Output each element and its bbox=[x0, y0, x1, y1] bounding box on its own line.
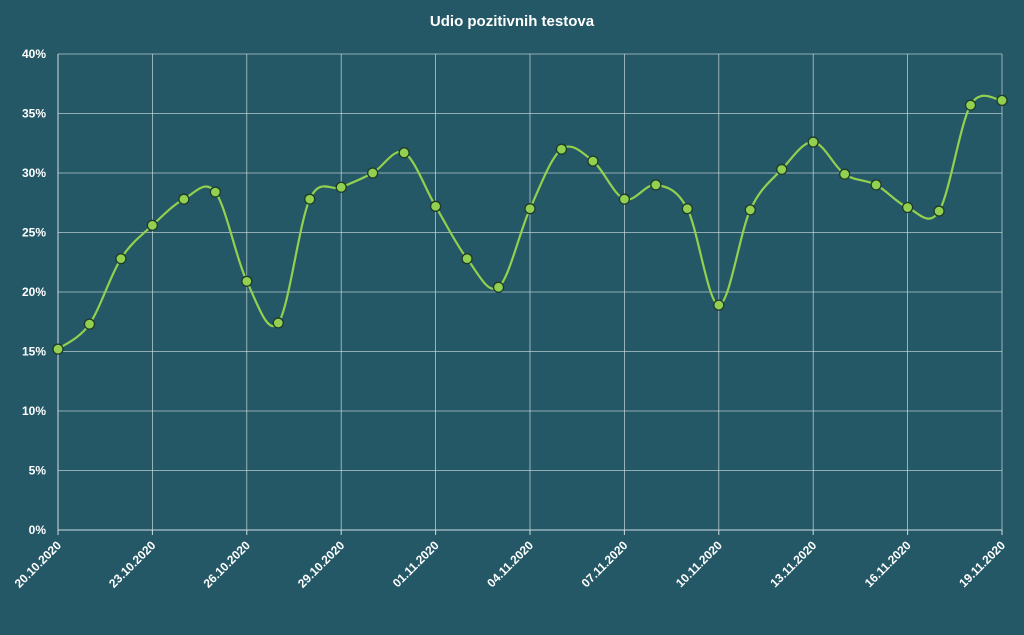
data-point bbox=[901, 201, 914, 214]
data-point bbox=[492, 281, 505, 293]
y-tick-label: 40% bbox=[22, 47, 46, 61]
y-tick-label: 10% bbox=[22, 404, 46, 418]
data-point bbox=[461, 253, 473, 265]
data-point bbox=[807, 136, 819, 148]
data-point bbox=[178, 193, 190, 205]
data-point bbox=[209, 186, 221, 198]
data-point bbox=[367, 167, 379, 179]
data-point bbox=[996, 94, 1008, 107]
x-tick-label: 20.10.2020 bbox=[12, 538, 65, 591]
y-tick-label: 35% bbox=[22, 107, 46, 121]
data-point bbox=[52, 343, 64, 355]
data-point bbox=[304, 193, 316, 205]
data-point bbox=[776, 163, 788, 176]
x-tick-label: 10.11.2020 bbox=[673, 538, 725, 590]
y-tick-label: 15% bbox=[22, 345, 46, 359]
x-tick-label: 26.10.2020 bbox=[201, 538, 254, 591]
data-point bbox=[744, 204, 756, 216]
data-point bbox=[241, 275, 253, 287]
data-point bbox=[964, 99, 977, 111]
data-point bbox=[713, 299, 725, 311]
data-point bbox=[650, 179, 662, 191]
y-tick-label: 30% bbox=[22, 166, 46, 180]
data-point bbox=[115, 253, 127, 265]
axes: 0% 5% 10% 15% 20% 25% 30% 35% 40% 20.10.2020 23.10… bbox=[12, 47, 1009, 591]
data-point bbox=[681, 203, 693, 215]
x-tick-label: 07.11.2020 bbox=[579, 538, 631, 590]
data-point bbox=[524, 203, 536, 215]
x-tick-label: 01.11.2020 bbox=[390, 538, 442, 590]
data-point bbox=[146, 219, 159, 232]
data-point bbox=[618, 193, 631, 205]
x-tick-label: 19.11.2020 bbox=[956, 538, 1008, 590]
x-tick-label: 04.11.2020 bbox=[484, 538, 536, 590]
data-point bbox=[335, 181, 347, 193]
data-point bbox=[272, 317, 284, 329]
x-tick-label: 23.10.2020 bbox=[106, 538, 159, 591]
data-point bbox=[398, 147, 410, 159]
data-point bbox=[83, 318, 96, 330]
y-tick-label: 0% bbox=[29, 523, 47, 537]
x-tick-label: 29.10.2020 bbox=[295, 538, 348, 591]
grid bbox=[57, 53, 1003, 531]
data-point bbox=[587, 155, 599, 167]
y-tick-label: 25% bbox=[22, 226, 46, 240]
data-point bbox=[555, 143, 568, 155]
y-tick-label: 5% bbox=[29, 464, 47, 478]
x-tick-label: 16.11.2020 bbox=[862, 538, 914, 590]
y-tick-label: 20% bbox=[22, 285, 46, 299]
data-point bbox=[870, 179, 882, 191]
x-tick-label: 13.11.2020 bbox=[767, 538, 819, 590]
series-markers bbox=[52, 94, 1008, 355]
chart-title: Udio pozitivnih testova bbox=[430, 13, 595, 30]
data-point bbox=[933, 205, 945, 217]
data-point bbox=[839, 168, 851, 180]
data-point bbox=[429, 200, 442, 212]
